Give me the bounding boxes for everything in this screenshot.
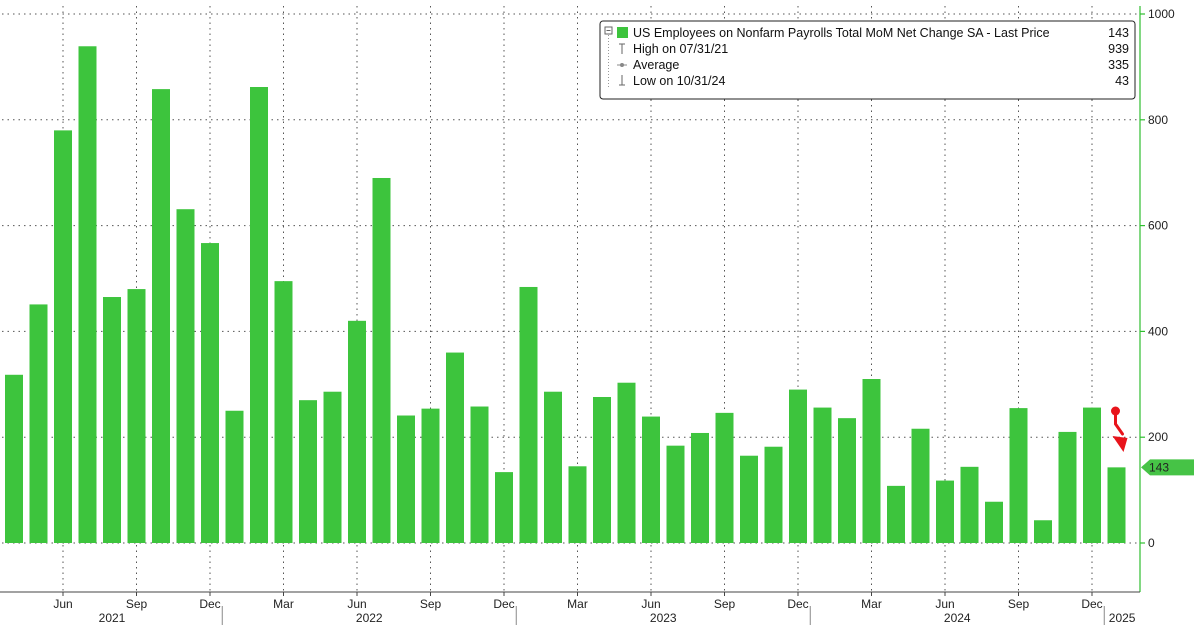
bar-2023-08 xyxy=(691,432,709,543)
bar-2021-05 xyxy=(29,304,48,543)
x-month-label: Dec xyxy=(493,597,514,611)
x-month-label: Sep xyxy=(420,597,442,611)
bar-2023-01 xyxy=(519,286,538,543)
bar-2022-07 xyxy=(372,177,391,544)
x-year-label: 2024 xyxy=(944,611,971,625)
bar-2023-05 xyxy=(617,382,636,543)
legend-series-value: 143 xyxy=(1108,26,1129,40)
y-tick-label: 200 xyxy=(1148,430,1168,444)
bar-2024-02 xyxy=(838,418,856,543)
bar-2021-04 xyxy=(5,374,23,543)
bar-2023-03 xyxy=(568,466,587,543)
bar-2022-01 xyxy=(225,410,244,543)
x-month-label: Sep xyxy=(1008,597,1030,611)
legend-row-label: High on 07/31/21 xyxy=(633,42,728,56)
bar-2022-10 xyxy=(446,352,464,543)
arrow-origin-dot xyxy=(1111,406,1120,416)
legend-row-label: Average xyxy=(633,58,679,72)
bar-2022-02 xyxy=(250,87,268,543)
bar-2024-01 xyxy=(813,407,832,543)
bar-2023-06 xyxy=(642,416,660,543)
bar-2023-04 xyxy=(593,396,611,543)
bar-2021-10 xyxy=(152,89,170,544)
bar-2024-10 xyxy=(1034,520,1052,543)
y-tick-label: 600 xyxy=(1148,219,1168,233)
legend-row-label: Low on 10/31/24 xyxy=(633,74,725,88)
legend-row-value: 939 xyxy=(1108,42,1129,56)
bar-2021-12 xyxy=(201,243,219,543)
bar-2025-01 xyxy=(1107,467,1126,543)
legend-row-value: 335 xyxy=(1108,58,1129,72)
annotations xyxy=(1111,406,1128,452)
bar-2022-11 xyxy=(470,406,489,543)
down-arrow-icon xyxy=(1112,436,1128,452)
bar-2023-10 xyxy=(740,455,758,543)
bar-2022-12 xyxy=(495,472,513,543)
bar-2024-05 xyxy=(911,428,930,543)
bar-2023-07 xyxy=(666,445,685,543)
bar-2024-07 xyxy=(960,466,979,543)
y-axis: 0 200 400 600 800 1000 143 xyxy=(1139,6,1194,592)
bar-2024-11 xyxy=(1058,431,1077,543)
last-price-badge xyxy=(1141,459,1194,476)
bar-2022-05 xyxy=(323,391,342,543)
legend-box xyxy=(599,20,1136,100)
y-tick-label: 400 xyxy=(1148,324,1168,338)
arrow-shaft xyxy=(1114,412,1124,436)
x-month-label: Dec xyxy=(1081,597,1102,611)
bar-2021-11 xyxy=(176,209,195,544)
bar-2024-08 xyxy=(985,501,1003,543)
x-month-label: Dec xyxy=(199,597,220,611)
x-year-label: 2025 xyxy=(1109,611,1136,625)
x-month-label: Jun xyxy=(347,597,366,611)
bar-2023-12 xyxy=(789,389,807,543)
x-month-label: Mar xyxy=(861,597,882,611)
bar-2024-09 xyxy=(1009,408,1028,543)
legend-series-name: US Employees on Nonfarm Payrolls Total M… xyxy=(633,26,1050,40)
x-month-label: Mar xyxy=(273,597,294,611)
x-axis: Jun Sep Dec Mar Jun Sep Dec Mar Jun Sep Dec Mar Jun S… xyxy=(0,591,1140,625)
bar-2024-03 xyxy=(862,379,881,543)
legend: US Employees on Nonfarm Payrolls Total M… xyxy=(599,20,1136,100)
bar-2024-12 xyxy=(1083,407,1101,543)
legend-row-value: 43 xyxy=(1115,74,1129,88)
low-marker-icon xyxy=(619,75,625,86)
x-month-label: Jun xyxy=(935,597,954,611)
x-month-label: Mar xyxy=(567,597,588,611)
bar-2023-02 xyxy=(544,391,562,543)
bar-2024-06 xyxy=(936,480,954,543)
last-price-label: 143 xyxy=(1149,460,1169,474)
bar-2021-07 xyxy=(78,46,97,543)
bar-2022-06 xyxy=(348,320,366,543)
x-year-label: 2022 xyxy=(356,611,383,625)
x-month-label: Jun xyxy=(641,597,660,611)
bar-2024-04 xyxy=(887,485,905,543)
bar-2022-09 xyxy=(421,408,440,543)
series-swatch-icon xyxy=(617,27,628,38)
bar-2023-09 xyxy=(715,412,734,543)
x-month-label: Sep xyxy=(126,597,148,611)
y-tick-label: 1000 xyxy=(1148,7,1175,21)
y-tick-label: 0 xyxy=(1148,536,1155,550)
high-marker-icon xyxy=(619,43,625,54)
average-dot-icon xyxy=(620,63,624,67)
x-month-label: Dec xyxy=(787,597,808,611)
bar-series xyxy=(5,46,1126,544)
bar-2023-11 xyxy=(764,446,783,543)
bar-2022-08 xyxy=(397,415,415,543)
bar-2021-08 xyxy=(103,297,121,543)
x-month-label: Sep xyxy=(714,597,736,611)
bar-2022-04 xyxy=(299,400,317,543)
collapse-toggle-icon xyxy=(604,26,613,35)
x-year-label: 2023 xyxy=(650,611,677,625)
x-year-label: 2021 xyxy=(99,611,126,625)
bar-2021-09 xyxy=(127,289,146,543)
bar-2022-03 xyxy=(274,281,293,543)
bar-2021-06 xyxy=(54,130,72,543)
x-month-label: Jun xyxy=(53,597,72,611)
y-tick-label: 800 xyxy=(1148,113,1168,127)
